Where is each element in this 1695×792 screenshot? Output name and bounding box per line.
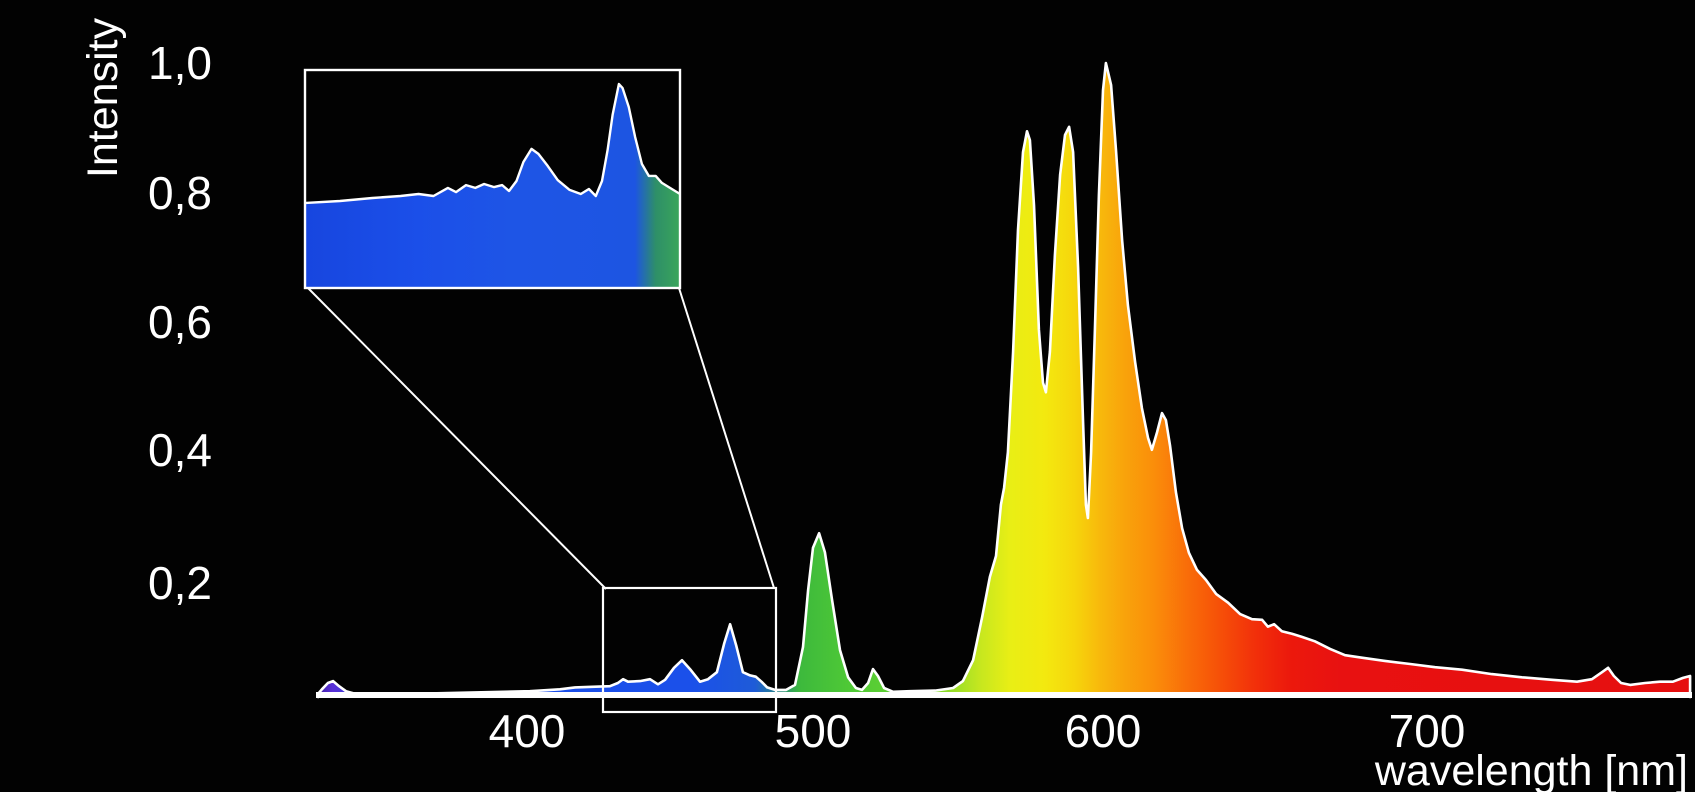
inset-area [306, 84, 679, 287]
y-tick-0.4: 0,4 [148, 424, 212, 476]
inset-connector-left [307, 287, 607, 590]
y-tick-0.6: 0,6 [148, 296, 212, 348]
x-tick-500: 500 [775, 705, 852, 757]
inset-connector-right [678, 287, 775, 589]
y-tick-0.2: 0,2 [148, 557, 212, 609]
spectrum-area [318, 63, 1691, 697]
inset-plot [303, 68, 682, 290]
inset-outline [306, 82, 679, 205]
spectrum-outline [316, 61, 1692, 699]
y-axis-title: Intensity [79, 17, 127, 178]
inset-border [303, 68, 682, 290]
y-tick-0.8: 0,8 [148, 167, 212, 219]
y-tick-1.0: 1,0 [148, 37, 212, 89]
x-tick-600: 600 [1065, 705, 1142, 757]
x-tick-400: 400 [489, 705, 566, 757]
x-axis-line [316, 692, 1692, 698]
x-axis-title: wavelength [nm] [1374, 747, 1688, 792]
zoom-source-rect [601, 586, 778, 714]
x-tick-700: 700 [1389, 705, 1466, 757]
